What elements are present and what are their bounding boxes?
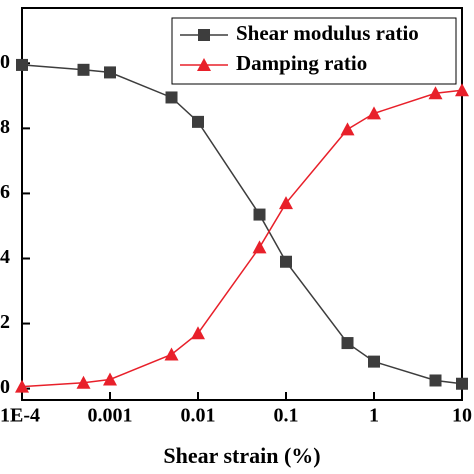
- legend-label: Damping ratio: [236, 51, 367, 75]
- point-marker: [104, 66, 116, 79]
- point-marker: [165, 91, 178, 104]
- y-tick-label: 0.8: [0, 116, 10, 138]
- point-marker: [76, 375, 91, 389]
- point-marker: [103, 372, 117, 386]
- point-marker: [15, 379, 29, 393]
- point-marker: [368, 355, 380, 368]
- series-line: [21, 64, 463, 385]
- x-tick-label: 1E-4: [0, 405, 40, 427]
- y-tick-label: 0.4: [0, 246, 10, 268]
- y-tick-label: 0.0: [0, 376, 10, 398]
- point-marker: [192, 115, 204, 128]
- point-marker: [191, 326, 205, 340]
- legend-label: Shear modulus ratio: [236, 21, 419, 45]
- point-marker: [164, 347, 179, 361]
- legend-box: [171, 17, 457, 85]
- point-marker: [455, 83, 469, 97]
- legend-marker: [197, 58, 211, 71]
- point-marker: [16, 58, 28, 71]
- x-tick-label: 10: [452, 405, 472, 427]
- point-marker: [429, 374, 442, 387]
- x-tick-label: 0.1: [274, 405, 299, 427]
- point-marker: [252, 240, 267, 254]
- point-marker: [253, 208, 266, 221]
- y-tick-label: 0.2: [0, 311, 10, 333]
- x-tick-label: 0.01: [181, 405, 216, 427]
- plot-frame: [21, 7, 463, 401]
- series-line: [21, 89, 463, 388]
- point-marker: [428, 86, 443, 100]
- point-marker: [280, 255, 292, 268]
- y-tick-label: 1.0: [0, 51, 10, 73]
- y-tick-label: 0.6: [0, 181, 10, 203]
- point-marker: [341, 337, 354, 350]
- point-marker: [77, 63, 90, 76]
- legend-marker: [198, 29, 210, 41]
- x-tick-label: 0.001: [88, 405, 133, 427]
- x-axis-label: Shear strain (%): [163, 443, 320, 468]
- point-marker: [456, 377, 468, 390]
- x-tick-label: 1: [369, 405, 379, 427]
- point-marker: [340, 122, 355, 136]
- point-marker: [367, 106, 381, 120]
- point-marker: [279, 196, 293, 210]
